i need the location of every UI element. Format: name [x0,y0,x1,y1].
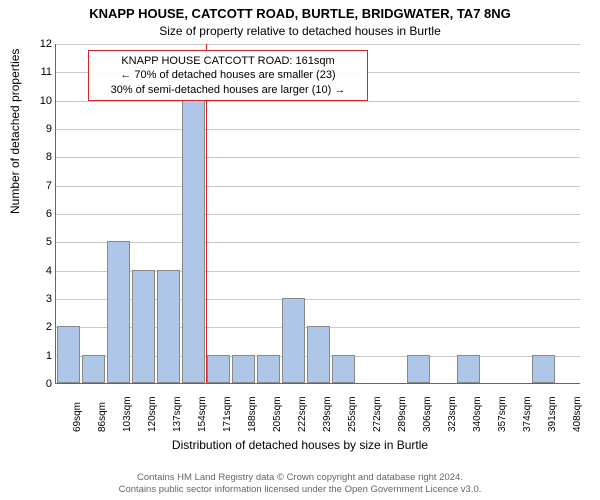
bar [182,100,205,383]
y-tick-label: 7 [30,180,52,192]
y-axis-label: Number of detached properties [8,49,22,214]
gridline [56,242,580,243]
y-tick-label: 2 [30,321,52,333]
y-tick-label: 6 [30,208,52,220]
annotation-line3: 30% of semi-detached houses are larger (… [95,83,361,97]
annotation-box: KNAPP HOUSE CATCOTT ROAD: 161sqm ← 70% o… [88,50,368,101]
x-tick-label: 340sqm [472,396,483,432]
y-tick-label: 3 [30,293,52,305]
footer-line1: Contains HM Land Registry data © Crown c… [0,472,600,484]
bar [307,326,330,383]
annotation-line2: ← 70% of detached houses are smaller (23… [95,68,361,82]
bar [107,241,130,383]
x-tick-label: 323sqm [447,396,458,432]
x-tick-label: 306sqm [422,396,433,432]
x-tick-label: 391sqm [547,396,558,432]
x-tick-label: 171sqm [222,396,233,432]
y-tick-label: 0 [30,378,52,390]
bar [457,355,480,383]
bar [132,270,155,383]
bar [282,298,305,383]
y-tick-label: 4 [30,265,52,277]
y-tick-label: 8 [30,151,52,163]
annotation-line1: KNAPP HOUSE CATCOTT ROAD: 161sqm [95,54,361,68]
bar [57,326,80,383]
bar [532,355,555,383]
gridline [56,157,580,158]
bar [82,355,105,383]
x-tick-label: 103sqm [122,396,133,432]
chart-title-main: KNAPP HOUSE, CATCOTT ROAD, BURTLE, BRIDG… [0,6,600,21]
y-tick-label: 1 [30,350,52,362]
footer-line2: Contains public sector information licen… [0,484,600,496]
footer-attribution: Contains HM Land Registry data © Crown c… [0,472,600,496]
x-tick-label: 86sqm [97,402,108,432]
x-tick-label: 357sqm [497,396,508,432]
y-tick-label: 10 [30,95,52,107]
x-tick-label: 289sqm [397,396,408,432]
x-tick-label: 272sqm [372,396,383,432]
x-tick-label: 120sqm [147,396,158,432]
gridline [56,186,580,187]
chart-title-sub: Size of property relative to detached ho… [0,24,600,38]
x-tick-label: 374sqm [522,396,533,432]
y-tick-label: 9 [30,123,52,135]
x-tick-label: 239sqm [322,396,333,432]
x-tick-label: 154sqm [197,396,208,432]
x-tick-label: 408sqm [572,396,583,432]
x-tick-label: 137sqm [172,396,183,432]
bar [207,355,230,383]
x-tick-label: 222sqm [297,396,308,432]
chart-container: KNAPP HOUSE, CATCOTT ROAD, BURTLE, BRIDG… [0,0,600,500]
y-tick-label: 11 [30,66,52,78]
x-axis-label: Distribution of detached houses by size … [0,438,600,452]
y-tick-label: 5 [30,236,52,248]
y-tick-label: 12 [30,38,52,50]
x-tick-label: 255sqm [347,396,358,432]
x-tick-label: 69sqm [72,402,83,432]
bar [257,355,280,383]
gridline [56,44,580,45]
x-tick-label: 188sqm [247,396,258,432]
bar [157,270,180,383]
gridline [56,214,580,215]
x-tick-label: 205sqm [272,396,283,432]
bar [332,355,355,383]
gridline [56,129,580,130]
bar [232,355,255,383]
bar [407,355,430,383]
